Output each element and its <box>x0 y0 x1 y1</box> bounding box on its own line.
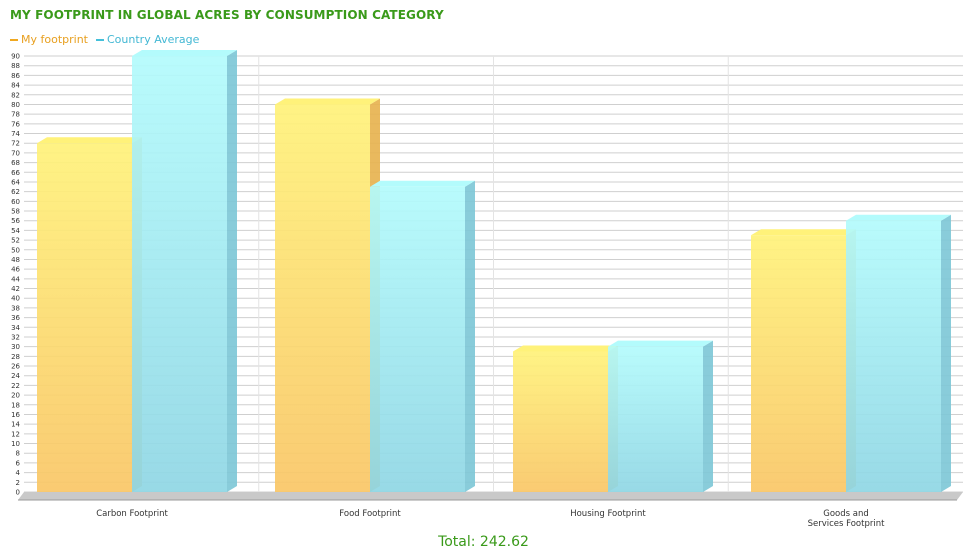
x-category-label-line: Services Footprint <box>808 519 886 529</box>
x-category-label-line: Carbon Footprint <box>96 509 168 519</box>
legend-label-country-average: Country Average <box>107 33 200 46</box>
y-tick-label: 84 <box>11 82 20 90</box>
bar-top-country-average <box>370 180 475 187</box>
bar-side-country-average <box>227 50 237 492</box>
y-tick-label: 80 <box>11 101 20 109</box>
y-tick-label: 64 <box>11 178 20 186</box>
y-tick-label: 70 <box>11 149 20 157</box>
y-tick-label: 78 <box>11 111 20 119</box>
y-tick-label: 26 <box>11 363 20 371</box>
y-tick-label: 14 <box>11 421 20 429</box>
y-tick-label: 16 <box>11 411 20 419</box>
bar-side-country-average <box>465 180 475 493</box>
y-tick-label: 0 <box>16 489 20 497</box>
y-tick-label: 28 <box>11 353 20 361</box>
y-tick-label: 74 <box>11 130 20 138</box>
y-tick-label: 32 <box>11 333 20 341</box>
bar-top-my-footprint <box>275 98 380 105</box>
y-tick-label: 90 <box>11 53 20 61</box>
y-tick-label: 60 <box>11 198 20 206</box>
y-tick-label: 66 <box>11 169 20 177</box>
chart-legend: My footprint Country Average <box>10 33 199 46</box>
y-tick-label: 6 <box>16 459 21 467</box>
chart-floor <box>18 492 963 500</box>
bar-country-average <box>370 186 465 493</box>
y-tick-label: 48 <box>11 256 20 264</box>
y-tick-label: 76 <box>11 120 20 128</box>
bar-side-country-average <box>703 340 713 492</box>
bar-side-country-average <box>941 214 951 492</box>
y-tick-label: 72 <box>11 140 20 148</box>
y-tick-label: 24 <box>11 372 20 380</box>
bar-top-country-average <box>846 214 951 221</box>
bar-top-country-average <box>132 50 237 56</box>
bar-top-my-footprint <box>751 229 856 236</box>
bar-my-footprint <box>513 351 608 492</box>
bar-my-footprint <box>275 104 370 492</box>
y-tick-label: 88 <box>11 62 20 70</box>
y-tick-label: 18 <box>11 401 20 409</box>
legend-item-my-footprint[interactable]: My footprint <box>10 33 88 46</box>
y-tick-label: 42 <box>11 285 20 293</box>
y-tick-label: 10 <box>11 440 20 448</box>
y-tick-label: 34 <box>11 324 20 332</box>
y-tick-label: 2 <box>16 479 20 487</box>
y-tick-label: 30 <box>11 343 20 351</box>
x-category-label-line: Goods and <box>823 509 869 519</box>
y-tick-label: 82 <box>11 91 20 99</box>
bar-country-average <box>846 220 941 492</box>
chart-title: MY FOOTPRINT IN GLOBAL ACRES BY CONSUMPT… <box>10 8 444 22</box>
y-tick-label: 68 <box>11 159 20 167</box>
bar-top-my-footprint <box>37 137 142 144</box>
legend-label-my-footprint: My footprint <box>21 33 88 46</box>
y-tick-label: 44 <box>11 275 20 283</box>
y-tick-label: 8 <box>16 450 20 458</box>
y-tick-label: 58 <box>11 208 20 216</box>
y-tick-label: 54 <box>11 227 20 235</box>
x-category-label: Goods and Services Footprint <box>808 509 886 529</box>
y-tick-label: 52 <box>11 237 20 245</box>
x-category-label-line: Food Footprint <box>339 509 401 519</box>
y-tick-label: 40 <box>11 295 20 303</box>
total-label: Total: 242.62 <box>438 534 529 550</box>
x-category-label: Housing Footprint <box>570 509 646 519</box>
legend-swatch-country-average <box>96 38 104 41</box>
y-tick-label: 46 <box>11 266 20 274</box>
y-tick-label: 12 <box>11 430 20 438</box>
y-tick-label: 62 <box>11 188 20 196</box>
y-tick-label: 20 <box>11 392 20 400</box>
bar-my-footprint <box>751 235 846 492</box>
x-category-label-line: Housing Footprint <box>570 509 646 519</box>
y-tick-label: 22 <box>11 382 20 390</box>
y-tick-label: 56 <box>11 217 20 225</box>
y-tick-label: 50 <box>11 246 20 254</box>
bar-country-average <box>132 56 227 492</box>
y-tick-label: 38 <box>11 304 20 312</box>
bar-top-my-footprint <box>513 345 618 352</box>
legend-swatch-my-footprint <box>10 38 18 41</box>
y-tick-label: 36 <box>11 314 20 322</box>
y-tick-label: 86 <box>11 72 20 80</box>
x-category-label: Carbon Footprint <box>96 509 168 519</box>
y-tick-label: 4 <box>16 469 21 477</box>
bar-my-footprint <box>37 143 132 492</box>
legend-item-country-average[interactable]: Country Average <box>96 33 199 46</box>
bar-top-country-average <box>608 340 713 347</box>
x-category-label: Food Footprint <box>339 509 401 519</box>
bar-country-average <box>608 346 703 492</box>
